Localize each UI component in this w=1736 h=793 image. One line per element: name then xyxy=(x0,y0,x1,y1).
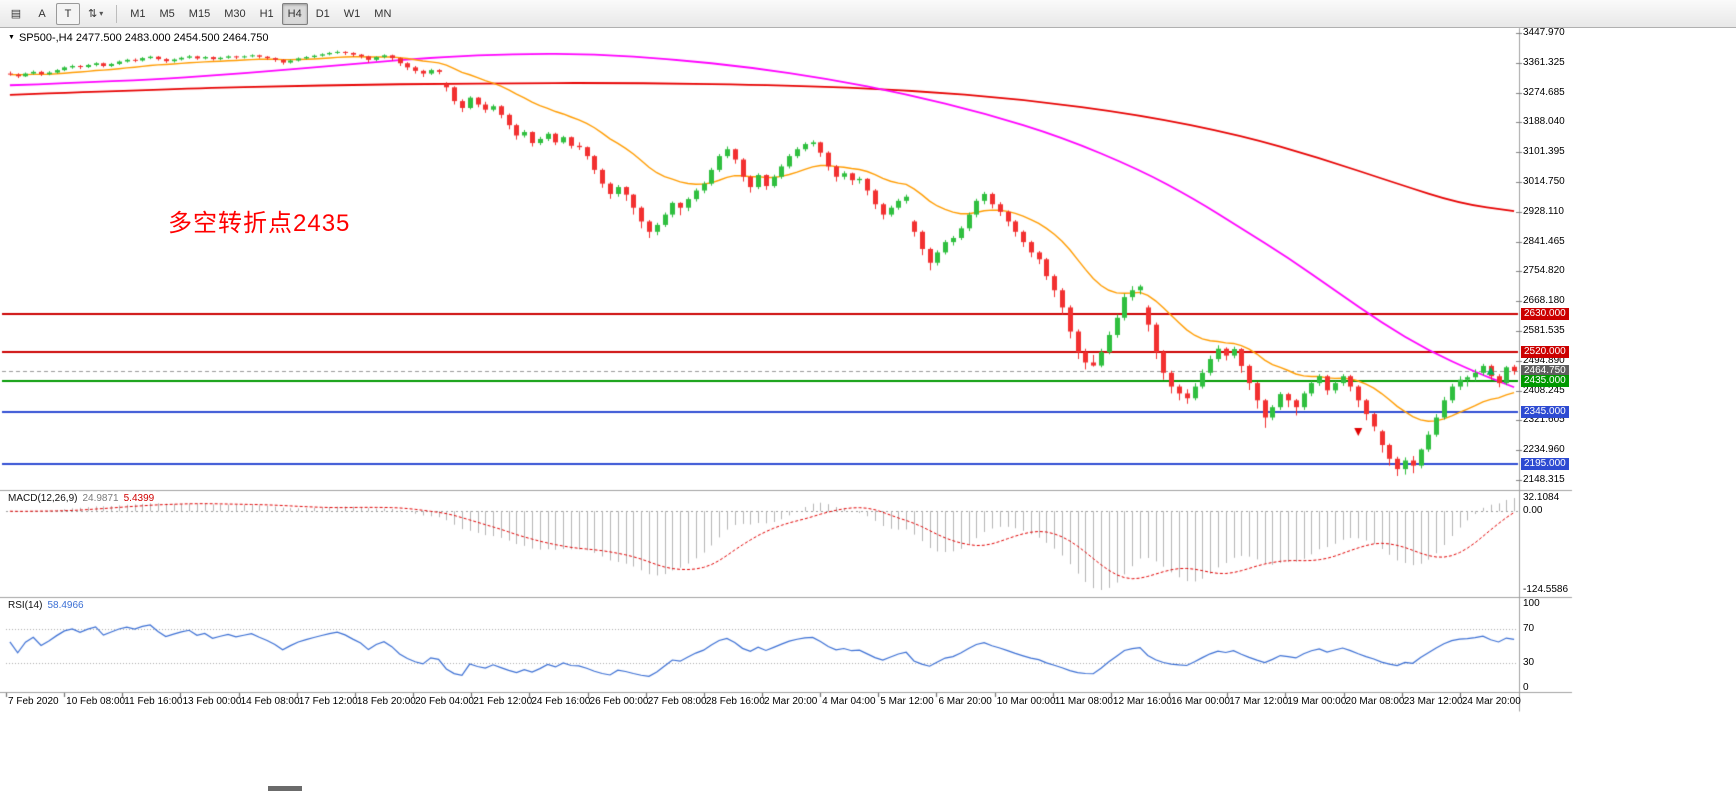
time-axis-label: 13 Feb 00:00 xyxy=(182,696,242,707)
rsi-value: 58.4966 xyxy=(47,600,84,611)
time-axis-label: 24 Feb 16:00 xyxy=(531,696,591,707)
macd-label: MACD(12,26,9) 24.9871 5.4399 xyxy=(8,493,154,504)
time-axis-label: 28 Feb 16:00 xyxy=(705,696,765,707)
timeframe-button-m30[interactable]: M30 xyxy=(224,7,246,20)
timeframe-button-w1[interactable]: W1 xyxy=(343,7,361,20)
price-axis-label: 3188.040 xyxy=(1523,116,1565,128)
timeframe-button-mn[interactable]: MN xyxy=(374,7,392,20)
price-axis-label: 2841.465 xyxy=(1523,235,1565,247)
price-axis-label: 2754.820 xyxy=(1523,265,1565,277)
rsi-axis-label: 0 xyxy=(1523,682,1529,693)
toolbar: ▤ A T ⇅ ▾ M1 M5 M15 M30 H1 H4 D1 W1 MN xyxy=(0,0,1736,28)
price-axis-label: 3274.685 xyxy=(1523,86,1565,98)
price-axis-label: 2321.605 xyxy=(1523,414,1565,426)
price-tag-2195.000: 2195.000 xyxy=(1521,457,1569,470)
price-tag-2520.000: 2520.000 xyxy=(1521,346,1569,359)
time-axis-label: 10 Feb 08:00 xyxy=(66,696,126,707)
time-axis-label: 10 Mar 00:00 xyxy=(996,696,1056,707)
price-axis-label: 3361.325 xyxy=(1523,56,1565,68)
time-axis-label: 11 Mar 08:00 xyxy=(1054,696,1113,707)
time-axis-label: 16 Mar 00:00 xyxy=(1171,696,1230,707)
macd-name: MACD(12,26,9) xyxy=(8,493,78,504)
hscrollbar-thumb[interactable] xyxy=(268,786,302,791)
price-axis-label: 2408.245 xyxy=(1523,384,1565,396)
time-axis-label: 11 Feb 16:00 xyxy=(124,696,183,707)
price-axis-label: 3014.750 xyxy=(1523,176,1565,187)
time-axis-label: 12 Mar 16:00 xyxy=(1112,696,1172,707)
macd-axis-label: 32.1084 xyxy=(1523,492,1560,503)
dropdown-caret-icon[interactable]: ▾ xyxy=(99,8,104,18)
price-axis-label: 3447.970 xyxy=(1523,27,1565,38)
rsi-name: RSI(14) xyxy=(8,600,43,611)
chart-grid-icon[interactable]: ▤ xyxy=(10,7,22,20)
timeframe-group: M1 M5 M15 M30 H1 H4 D1 W1 MN xyxy=(123,2,398,25)
price-axis-label: 2928.110 xyxy=(1523,205,1564,217)
price-axis-label: 2148.315 xyxy=(1523,474,1565,485)
price-axis-label: 2234.960 xyxy=(1523,444,1565,456)
macd-main-value: 24.9871 xyxy=(82,493,119,504)
scale-tool-icon[interactable]: ⇅ ▾ xyxy=(88,7,104,20)
price-axis[interactable] xyxy=(1519,28,1573,712)
timeframe-button-h4[interactable]: H4 xyxy=(281,2,308,25)
timeframe-button-m5[interactable]: M5 xyxy=(159,7,175,20)
price-axis-label: 2581.535 xyxy=(1523,325,1565,336)
rsi-label: RSI(14) 58.4966 xyxy=(8,600,84,611)
time-axis-label: 5 Mar 12:00 xyxy=(880,696,934,707)
toolbar-separator xyxy=(116,4,118,23)
chart-symbol-period: SP500-,H4 xyxy=(18,32,73,44)
timeframe-button-d1[interactable]: D1 xyxy=(315,7,330,20)
price-axis-label: 2668.180 xyxy=(1523,295,1565,307)
time-axis-label: 18 Feb 20:00 xyxy=(356,696,416,707)
time-axis[interactable] xyxy=(0,693,1519,712)
rsi-axis-label: 70 xyxy=(1523,623,1535,635)
time-axis-label: 2 Mar 20:00 xyxy=(764,696,818,707)
timeframe-button-m15[interactable]: M15 xyxy=(188,7,211,20)
time-axis-label: 20 Feb 04:00 xyxy=(415,696,474,707)
time-axis-label: 7 Feb 2020 xyxy=(8,696,59,707)
time-axis-label: 21 Feb 12:00 xyxy=(473,696,533,707)
chart-ohlc-values: 2477.500 2483.000 2454.500 2464.750 xyxy=(75,32,269,44)
chart-title: ▼ SP500-,H4 2477.500 2483.000 2454.500 24… xyxy=(8,32,269,44)
text-tool-icon[interactable]: T xyxy=(56,2,80,25)
time-axis-label: 17 Feb 12:00 xyxy=(298,696,358,707)
time-axis-label: 17 Mar 12:00 xyxy=(1229,696,1289,707)
cursor-tool-icon[interactable]: A xyxy=(38,7,46,20)
time-axis-label: 23 Mar 12:00 xyxy=(1403,696,1463,707)
time-axis-label: 24 Mar 20:00 xyxy=(1461,696,1521,707)
toolbar-icon-group: ▤ A T ⇅ ▾ xyxy=(3,2,110,25)
macd-axis-label: 0.00 xyxy=(1523,505,1543,517)
price-axis-label: 2494.890 xyxy=(1523,354,1565,366)
price-tag-2464.750: 2464.750 xyxy=(1521,365,1569,378)
time-axis-label: 19 Mar 00:00 xyxy=(1287,696,1347,707)
macd-axis-label: -124.5586 xyxy=(1523,584,1569,595)
macd-signal-value: 5.4399 xyxy=(123,493,155,504)
time-axis-label: 14 Feb 08:00 xyxy=(240,696,300,707)
chart-annotation: 多空转折点2435 xyxy=(168,210,351,237)
time-axis-label: 4 Mar 04:00 xyxy=(822,696,876,707)
price-tag-2435.000: 2435.000 xyxy=(1521,375,1569,388)
price-tag-2630.000: 2630.000 xyxy=(1521,308,1569,321)
price-tag-2345.000: 2345.000 xyxy=(1521,406,1569,419)
timeframe-button-h1[interactable]: H1 xyxy=(259,7,274,20)
time-axis-label: 20 Mar 08:00 xyxy=(1345,696,1405,707)
rsi-axis-label: 30 xyxy=(1523,656,1535,668)
collapse-triangle-icon[interactable]: ▼ xyxy=(8,34,15,41)
rsi-axis-label: 100 xyxy=(1523,598,1540,609)
price-axis-label: 3101.395 xyxy=(1523,146,1565,158)
timeframe-button-m1[interactable]: M1 xyxy=(130,7,146,20)
time-axis-label: 27 Feb 08:00 xyxy=(647,696,707,707)
time-axis-label: 26 Feb 00:00 xyxy=(589,696,649,707)
time-axis-label: 6 Mar 20:00 xyxy=(938,696,992,707)
